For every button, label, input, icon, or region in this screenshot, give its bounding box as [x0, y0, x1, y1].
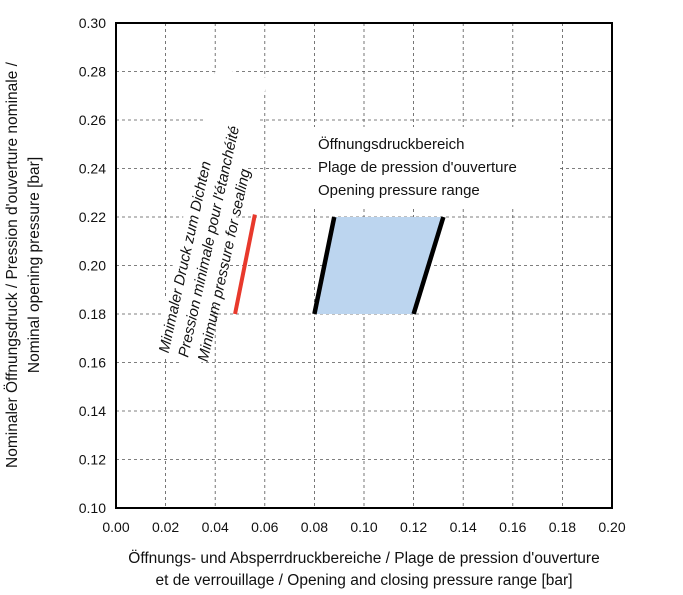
y-axis-label: Nominaler Öffnungsdruck / Pression d'ouv… — [3, 61, 43, 468]
range-label-background — [311, 127, 559, 207]
x-tick-label: 0.20 — [598, 519, 625, 535]
y-tick-label: 0.12 — [79, 452, 106, 468]
y-tick-label: 0.20 — [79, 258, 106, 274]
x-tick-label: 0.16 — [499, 519, 526, 535]
axis-labels: Öffnungs- und Absperrdruckbereiche / Pla… — [3, 61, 600, 589]
plot-area-frame — [115, 22, 613, 509]
x-tick-label: 0.10 — [350, 519, 377, 535]
opening-range-right-edge — [411, 216, 446, 315]
range-label-line: Opening pressure range — [318, 182, 480, 199]
y-tick-label: 0.10 — [79, 500, 106, 516]
x-tick-label: 0.02 — [152, 519, 179, 535]
x-tick-label: 0.12 — [400, 519, 427, 535]
sealing-label-background — [153, 68, 268, 368]
y-axis-label-line: Nominal opening pressure [bar] — [26, 157, 43, 373]
x-tick-label: 0.06 — [251, 519, 278, 535]
y-tick-label: 0.22 — [79, 209, 106, 225]
y-tick-label: 0.16 — [79, 355, 106, 371]
x-tick-label: 0.00 — [102, 519, 129, 535]
x-tick-label: 0.08 — [301, 519, 328, 535]
tick-labels: 0.00 0.02 0.04 0.06 0.08 0.10 0.12 0.14 0.16 0.18… — [79, 15, 626, 535]
y-tick-label: 0.28 — [79, 64, 106, 80]
opening-range-area — [314, 217, 444, 314]
y-tick-label: 0.30 — [79, 15, 106, 31]
y-tick-label: 0.26 — [79, 112, 106, 128]
y-tick-label: 0.18 — [79, 306, 106, 322]
x-axis-label-line: et de verrouillage / Opening and closing… — [155, 572, 572, 589]
data-layer — [233, 214, 446, 315]
x-tick-label: 0.18 — [549, 519, 576, 535]
x-tick-label: 0.04 — [202, 519, 229, 535]
y-tick-label: 0.14 — [79, 403, 106, 419]
x-tick-label: 0.14 — [450, 519, 477, 535]
y-axis-label-line: Nominaler Öffnungsdruck / Pression d'ouv… — [3, 61, 21, 468]
y-tick-label: 0.24 — [79, 161, 106, 177]
range-label-line: Öffnungsdruckbereich — [318, 135, 464, 153]
sealing-pressure-line — [233, 214, 257, 315]
opening-range-left-edge — [312, 216, 337, 315]
x-axis-label-line: Öffnungs- und Absperrdruckbereiche / Pla… — [128, 549, 599, 567]
range-label-line: Plage de pression d'ouverture — [318, 159, 517, 176]
